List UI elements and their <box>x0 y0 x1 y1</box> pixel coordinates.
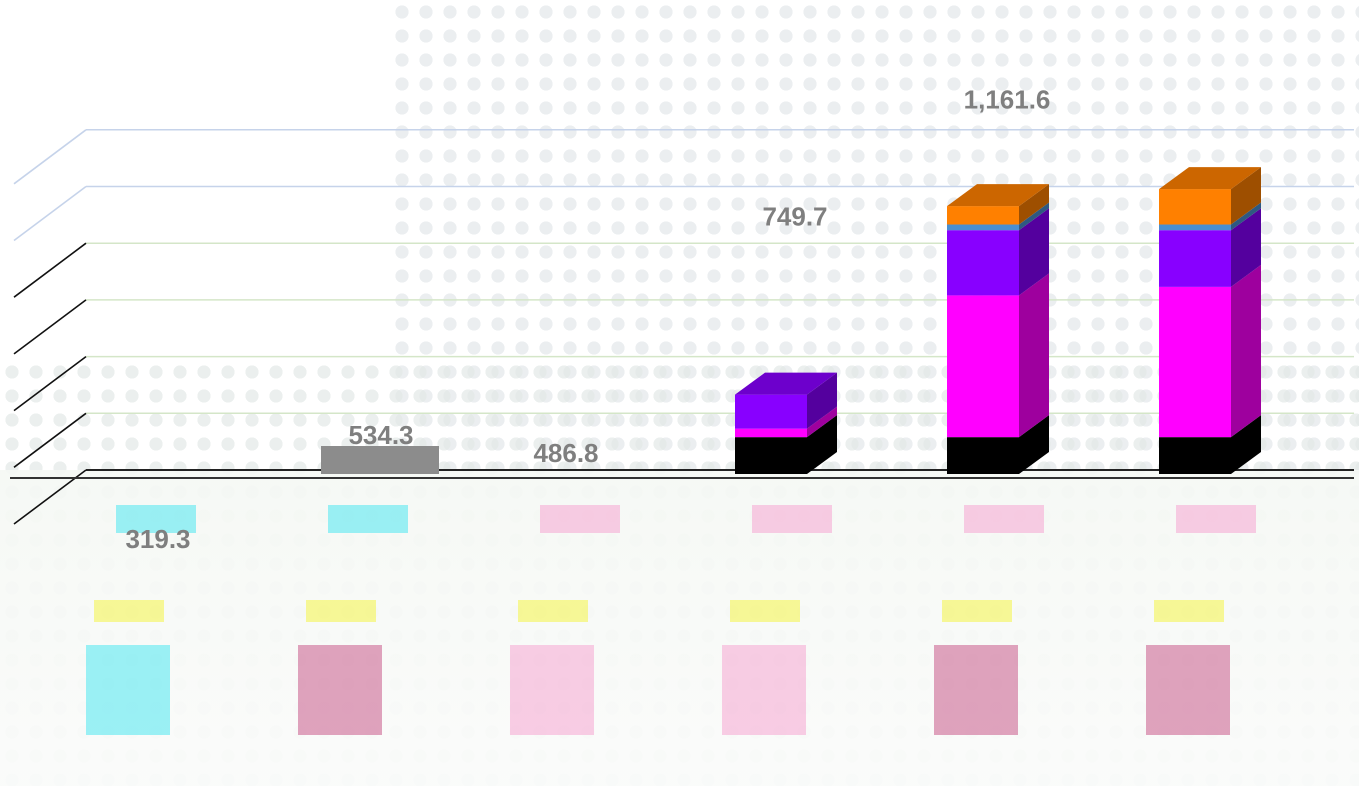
bar-4-segment-4 <box>947 206 1019 225</box>
data-label-1: 534.3 <box>348 420 413 450</box>
data-label-0: 319.3 <box>125 524 190 554</box>
glitched-lower-region <box>0 470 1359 786</box>
bar-4-segment-4-side <box>1019 184 1049 225</box>
gridline-wall-200 <box>13 412 87 468</box>
ghost-bar-0 <box>86 645 170 735</box>
bar-3-segment-0 <box>735 437 807 474</box>
bar-4-segment-1 <box>947 295 1019 438</box>
gridline-wall-1000 <box>13 185 87 242</box>
bar-5-segment-1-side <box>1231 264 1261 438</box>
gridline-wall-800 <box>13 242 87 298</box>
ghost-band-3 <box>730 600 800 622</box>
bar-5-segment-1 <box>1159 286 1231 438</box>
bar-4-segment-3-side <box>1019 202 1049 231</box>
bar-5-segment-0-side <box>1231 415 1261 474</box>
ghost-bar-5 <box>1146 645 1230 735</box>
gridline-wall-1200 <box>13 129 87 185</box>
bar-3-segment-1-side <box>807 406 837 438</box>
gridline-wall-400 <box>13 355 87 412</box>
bar-4-segment-0-side <box>1019 415 1049 474</box>
bar-5-segment-0 <box>1159 437 1231 474</box>
bar-4-segment-3 <box>947 224 1019 231</box>
ghost-top-5 <box>1176 505 1256 533</box>
gridlines <box>10 129 1354 525</box>
ghost-band-5 <box>1154 600 1224 622</box>
bar-1-slab <box>321 446 439 474</box>
bar-3-segment-1 <box>735 428 807 438</box>
ghost-band-1 <box>306 600 376 622</box>
bar-3-segment-0-side <box>807 415 837 474</box>
data-labels: 319.3 534.3 486.8 749.7 1,161.6 <box>125 85 1050 554</box>
ghost-band-2 <box>518 600 588 622</box>
bar-5-segment-4 <box>1159 189 1231 225</box>
ghost-top-2 <box>540 505 620 533</box>
data-label-2: 486.8 <box>533 438 598 468</box>
bar-5-top <box>1159 167 1261 190</box>
gridline-wall-600 <box>13 299 87 355</box>
ghost-top-4 <box>964 505 1044 533</box>
ghost-top-0 <box>116 505 196 533</box>
bars <box>321 167 1261 474</box>
ghost-bar-1 <box>298 645 382 735</box>
ghost-bar-4 <box>934 645 1018 735</box>
data-label-3: 749.7 <box>762 201 827 231</box>
ghost-band-4 <box>942 600 1012 622</box>
bar-3-top <box>735 372 837 395</box>
ghost-top-1 <box>328 505 408 533</box>
ghost-bar-2 <box>510 645 594 735</box>
bar-5-segment-2 <box>1159 230 1231 287</box>
bar-5-segment-2-side <box>1231 208 1261 287</box>
bar-5-segment-4-side <box>1231 167 1261 225</box>
bar-5-segment-3-side <box>1231 202 1261 231</box>
bar-3-segment-2 <box>735 394 807 429</box>
bar-4-segment-0 <box>947 437 1019 474</box>
ghost-top-3 <box>752 505 832 533</box>
data-label-4: 1,161.6 <box>964 85 1051 115</box>
bar-5-segment-3 <box>1159 224 1231 231</box>
bar-4-top <box>947 184 1049 207</box>
bar-4-segment-2-side <box>1019 208 1049 296</box>
ghost-bars-lower <box>86 505 1256 735</box>
bar-4-segment-2 <box>947 230 1019 296</box>
ghost-band-0 <box>94 600 164 622</box>
bar-4-segment-1-side <box>1019 273 1049 438</box>
ghost-bar-3 <box>722 645 806 735</box>
bar-3-segment-2-side <box>807 372 837 429</box>
